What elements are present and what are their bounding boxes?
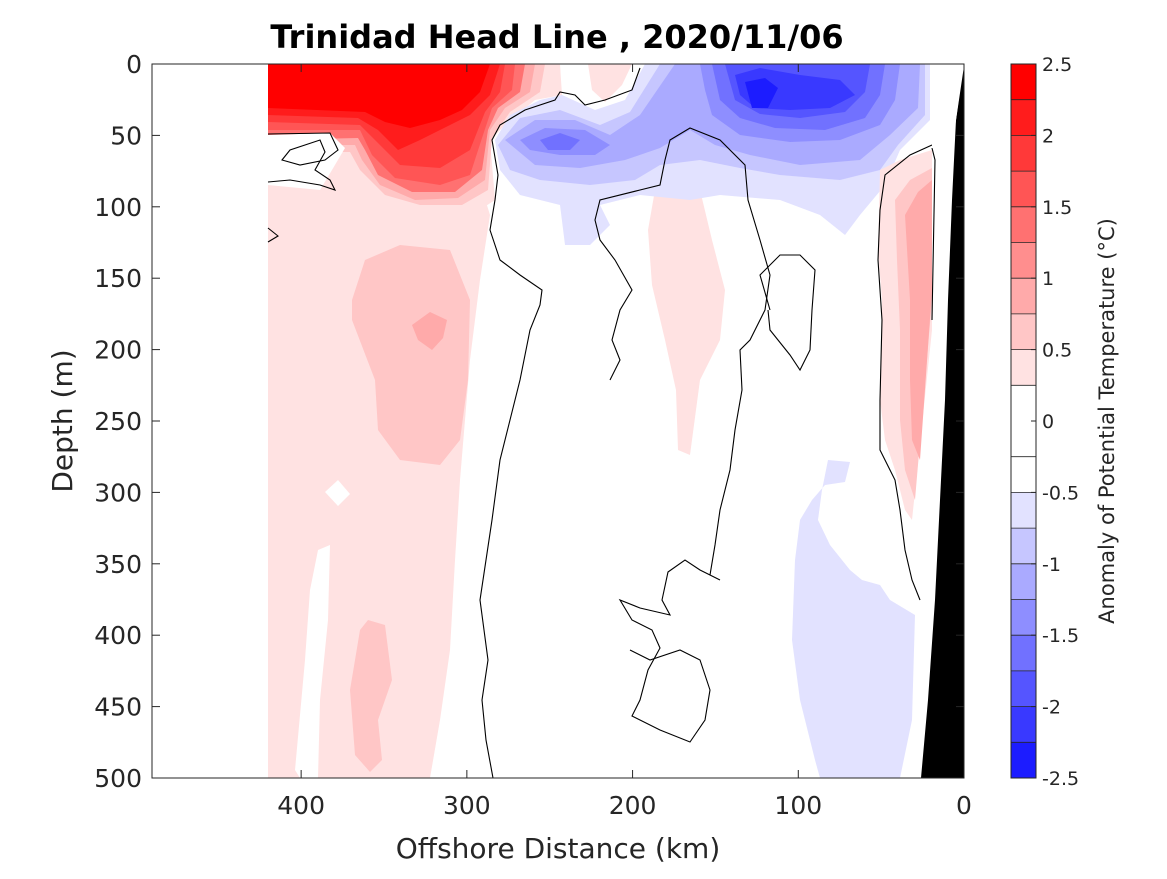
warm-nearshore-3 (905, 180, 932, 460)
warm-core-mid (412, 312, 447, 350)
y-tick-label: 500 (94, 764, 142, 793)
x-axis-label: Offshore Distance (km) (396, 832, 721, 865)
colorbar-band (1011, 64, 1036, 100)
x-tick-label: 0 (956, 791, 972, 820)
colorbar-band (1011, 563, 1036, 600)
warm-surface-core (268, 64, 490, 128)
colorbar-tick-label: 1 (1042, 268, 1054, 290)
colorbar-tick-label: 2 (1042, 125, 1054, 147)
white-hole-west (295, 545, 330, 778)
colorbar-tick-label: 2.5 (1042, 54, 1072, 76)
colorbar-band (1011, 599, 1036, 636)
colorbar-tick-label: -1.5 (1042, 625, 1079, 647)
y-tick-label: 200 (94, 336, 142, 365)
colorbar-band (1011, 278, 1036, 314)
colorbar-band (1011, 456, 1036, 493)
colorbar-band (1011, 313, 1036, 350)
white-notch-west (268, 133, 345, 190)
contour-line (267, 227, 279, 243)
colorbar-tick-label: 0 (1042, 411, 1054, 433)
colorbar-tick-label: -2.5 (1042, 768, 1079, 790)
colorbar-tick-label: -2 (1042, 697, 1061, 719)
colorbar-tick-label: -1 (1042, 554, 1061, 576)
y-axis: 0 50 100 150 200 250 300 350 400 450 500 (94, 50, 964, 793)
y-tick-label: 100 (94, 193, 142, 222)
zero-contours (267, 67, 936, 778)
colorbar-label: Anomaly of Potential Temperature (°C) (1095, 218, 1119, 624)
colorbar-tick-label: 1.5 (1042, 197, 1072, 219)
y-tick-label: 300 (94, 478, 142, 507)
x-tick-label: 200 (609, 791, 657, 820)
warm-surface-lobe (588, 64, 632, 102)
colorbar-band (1011, 206, 1036, 243)
y-tick-label: 250 (94, 407, 142, 436)
contour-line (877, 144, 933, 601)
white-hole-small (325, 480, 350, 506)
contour-line (267, 132, 339, 191)
colorbar-band (1011, 492, 1036, 529)
anomaly-field (268, 64, 932, 778)
y-axis-label: Depth (m) (46, 349, 79, 492)
contour-line (479, 67, 641, 778)
colorbar-band (1011, 99, 1036, 136)
y-tick-label: 0 (126, 50, 142, 79)
colorbar-band (1011, 349, 1036, 386)
colorbar-band (1011, 242, 1036, 279)
contour-line (759, 254, 816, 372)
x-tick-label: 100 (774, 791, 822, 820)
colorbar-band (1011, 171, 1036, 207)
bathymetry-edge (932, 64, 964, 160)
cold-offshore-core (745, 78, 778, 108)
y-tick-label: 400 (94, 621, 142, 650)
colorbar-band (1011, 742, 1036, 778)
bathymetry (921, 66, 964, 778)
colorbar-band (1011, 635, 1036, 671)
colorbar: 2.5 2 1.5 1 0.5 0 -0.5 -1 -1.5 -2 -2.5 (1010, 54, 1079, 790)
y-tick-label: 150 (94, 264, 142, 293)
y-tick-label: 350 (94, 550, 142, 579)
colorbar-tick-label: 0.5 (1042, 340, 1072, 362)
colorbar-band (1011, 670, 1036, 707)
colorbar-band (1011, 528, 1036, 564)
x-axis: 400 300 200 100 0 (277, 64, 972, 820)
colorbar-tick-label: -0.5 (1042, 482, 1079, 504)
chart-title: Trinidad Head Line , 2020/11/06 (270, 18, 843, 56)
warm-region-mid (352, 245, 470, 465)
y-tick-label: 50 (110, 121, 142, 150)
colorbar-band (1011, 706, 1036, 743)
warm-region-deep-lobe (350, 620, 392, 772)
warm-column-170 (648, 128, 725, 455)
contour-line (594, 127, 771, 743)
contour-line (931, 147, 936, 321)
x-tick-label: 300 (443, 791, 491, 820)
colorbar-band (1011, 135, 1036, 172)
y-tick-label: 450 (94, 693, 142, 722)
cold-surface-5 (540, 133, 580, 150)
cold-deep (792, 460, 915, 778)
x-tick-label: 400 (277, 791, 325, 820)
plot-area (152, 64, 964, 778)
